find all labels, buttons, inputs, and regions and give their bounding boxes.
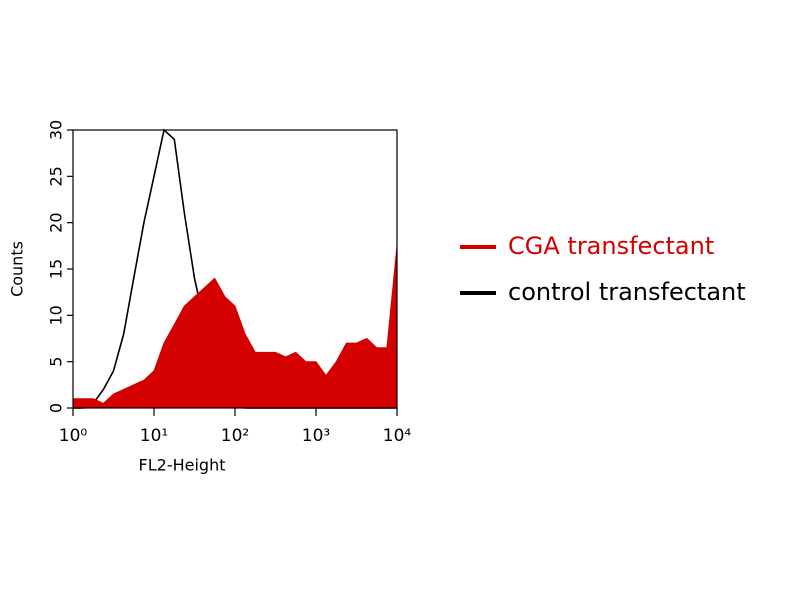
y-tick-label: 20 [47, 212, 66, 232]
y-tick-label: 15 [47, 259, 66, 279]
y-tick-label: 5 [47, 357, 66, 367]
series-area [72, 245, 398, 409]
x-tick-label: 10² [221, 426, 249, 446]
y-tick-label: 10 [47, 305, 66, 325]
y-tick-label: 25 [47, 166, 66, 186]
y-tick-label: 0 [47, 403, 66, 413]
x-tick-label: 10³ [302, 426, 330, 446]
x-tick-label: 10⁰ [59, 426, 88, 446]
y-axis-label: Counts [8, 241, 27, 297]
x-tick-label: 10⁴ [383, 426, 412, 446]
legend-label: CGA transfectant [508, 232, 714, 260]
y-tick-label: 30 [47, 120, 66, 140]
x-axis-label: FL2-Height [139, 456, 226, 475]
x-tick-label: 10¹ [140, 426, 168, 446]
legend-label: control transfectant [508, 278, 746, 306]
